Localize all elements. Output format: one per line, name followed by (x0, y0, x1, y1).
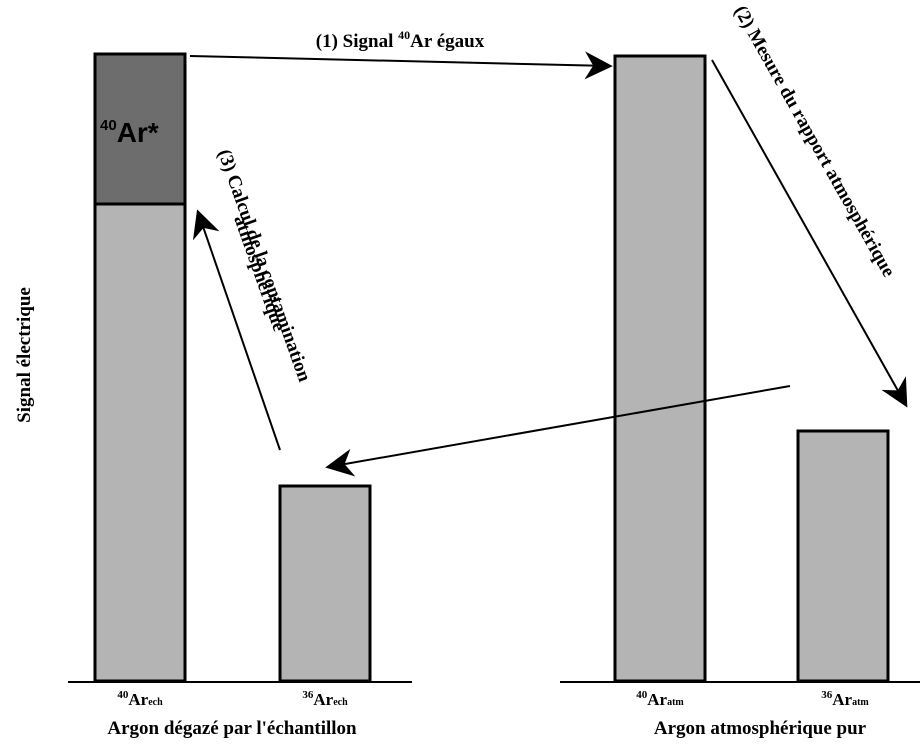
bar-label-ar40-sample: 40Arech (117, 689, 163, 709)
bar-ar40-atm (613, 54, 707, 683)
bar-label-ar36-atm: 36Aratm (821, 689, 869, 709)
group-label-sample: Argon dégazé par l'échantillon (107, 718, 357, 739)
arrow-step2 (711, 59, 908, 408)
radiogenic-text: Ar* (117, 117, 159, 148)
radiogenic-mass: 40 (100, 117, 117, 134)
bar-label-ar40-atm: 40Aratm (636, 689, 684, 709)
step2-label: (2) Mesure du rapport atmosphérique (730, 2, 899, 281)
step1-label: (1) Signal 40Ar égaux (316, 28, 485, 52)
arrow-step1 (189, 51, 613, 80)
bar-label-ar36-sample: 36Arech (302, 689, 348, 709)
bar-ar36-atm (796, 429, 890, 683)
bar-ar36-sample (278, 484, 372, 683)
arrow-step3 (192, 209, 281, 451)
radiogenic-label: 40Ar* (100, 117, 159, 148)
y-axis-label: Signal électrique (14, 287, 35, 423)
group-label-atmosphere: Argon atmosphérique pur (654, 718, 867, 739)
bar-ar40-radiogenic-segment (93, 52, 187, 206)
arrow-ratio-transfer (325, 385, 791, 477)
